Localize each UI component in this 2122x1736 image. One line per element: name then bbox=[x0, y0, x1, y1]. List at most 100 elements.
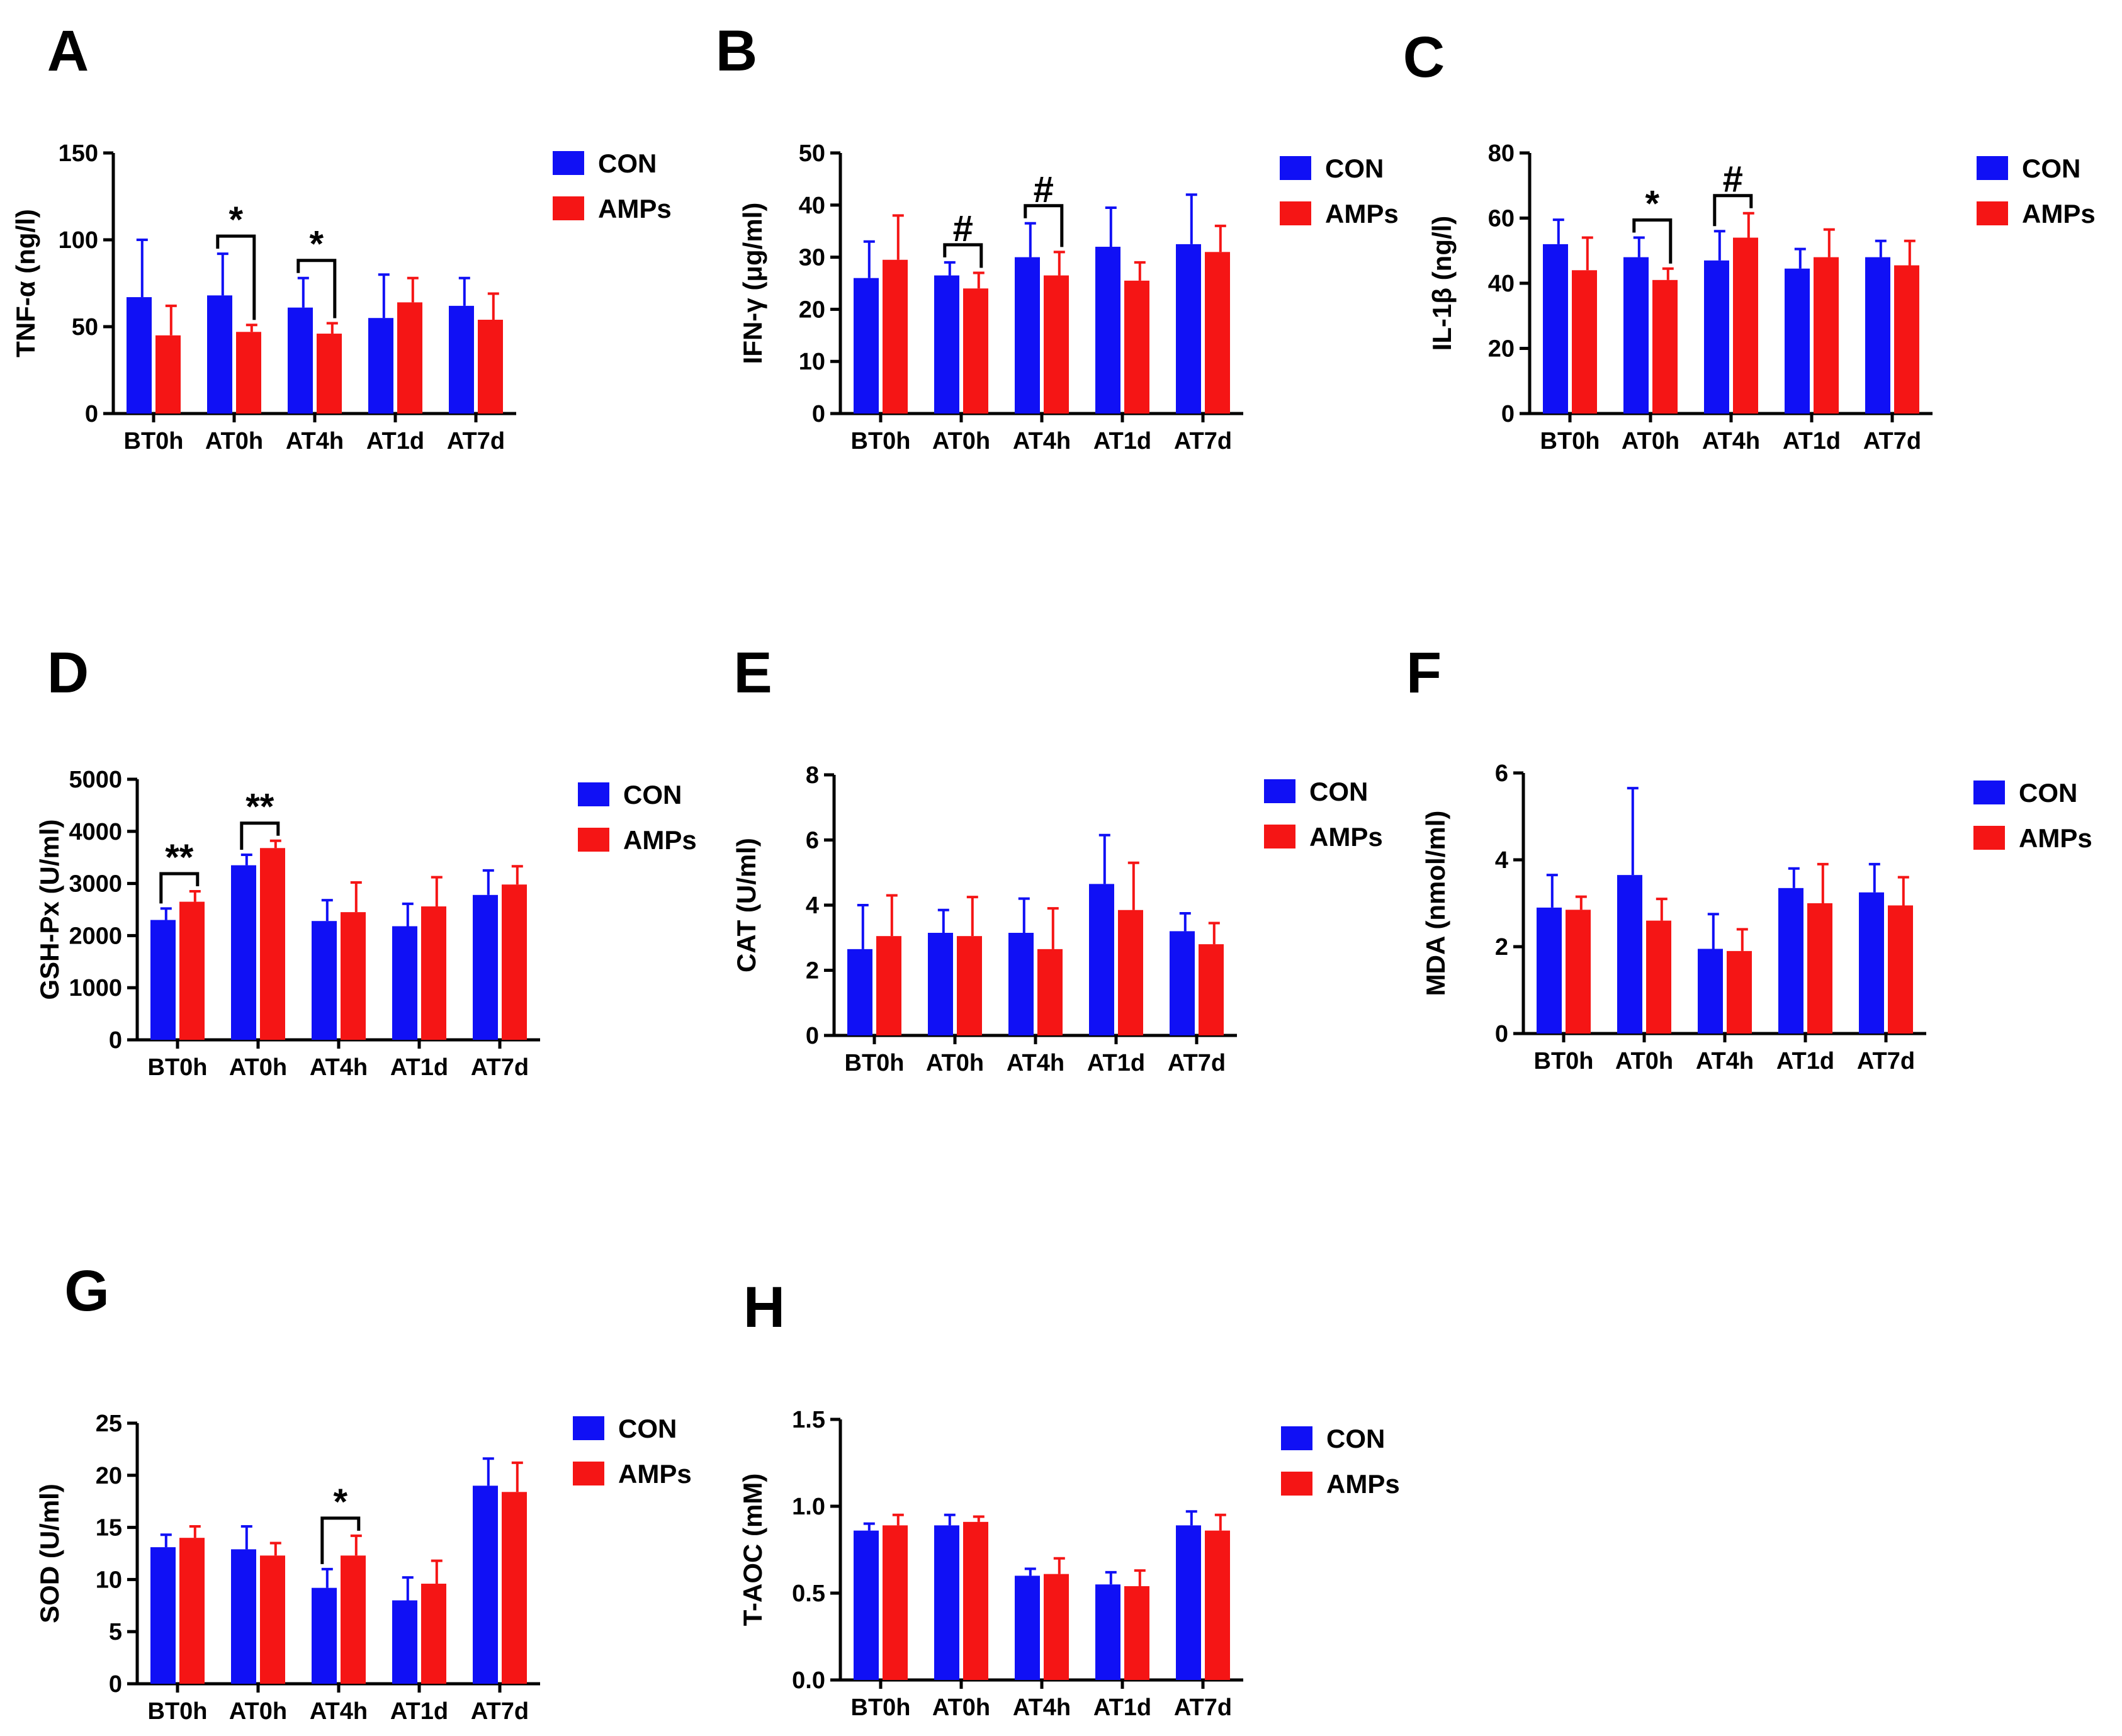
y-tick-label: 4 bbox=[806, 893, 819, 919]
x-tick-label: AT1d bbox=[1087, 1050, 1145, 1076]
legend-swatch-amps bbox=[578, 828, 609, 852]
y-tick-label: 4000 bbox=[69, 819, 122, 845]
legend-label-amps: AMPs bbox=[1325, 199, 1399, 228]
bar-amps bbox=[1646, 920, 1671, 1034]
bar-con bbox=[1865, 257, 1890, 414]
x-tick-label: AT4h bbox=[286, 428, 344, 454]
y-tick-label: 20 bbox=[1488, 336, 1515, 363]
y-tick-label: 0 bbox=[85, 401, 98, 427]
bar-con bbox=[1698, 949, 1723, 1034]
bar-amps bbox=[1652, 279, 1678, 414]
y-axis-label: T-AOC (mM) bbox=[738, 1474, 767, 1626]
bar-con bbox=[1778, 888, 1803, 1034]
panel-B: B 0 10 20 30 40 50 IFN-γ (μg/ml) BT0h AT0h AT4h AT1… bbox=[716, 19, 1399, 454]
bar-amps bbox=[397, 302, 422, 414]
significance-mark: * bbox=[1645, 184, 1660, 225]
bar-amps bbox=[1566, 910, 1591, 1034]
x-tick-label: AT4h bbox=[1702, 428, 1760, 454]
legend-swatch-con bbox=[1281, 1426, 1312, 1450]
bar-amps bbox=[883, 259, 908, 414]
panel-letter: F bbox=[1406, 641, 1442, 705]
legend-swatch-amps bbox=[553, 196, 584, 220]
x-tick-label: AT0h bbox=[1615, 1048, 1673, 1074]
significance-bracket bbox=[1713, 194, 1753, 227]
bar-amps bbox=[1037, 949, 1063, 1035]
bar-con bbox=[1543, 244, 1568, 414]
y-tick-label: 40 bbox=[799, 193, 825, 219]
bar-con bbox=[288, 307, 313, 414]
legend-label-amps: AMPs bbox=[1326, 1469, 1400, 1499]
y-tick-label: 2 bbox=[1495, 934, 1508, 961]
bar-amps bbox=[957, 936, 982, 1035]
legend-swatch-amps bbox=[1264, 825, 1295, 848]
bar-amps bbox=[876, 936, 901, 1035]
significance-mark: # bbox=[953, 208, 973, 249]
legend-label-con: CON bbox=[623, 780, 682, 809]
significance-mark: * bbox=[334, 1482, 348, 1523]
x-tick-label: AT0h bbox=[926, 1050, 984, 1076]
bar-amps bbox=[1814, 257, 1839, 414]
bar-amps bbox=[421, 1584, 446, 1684]
bar-amps bbox=[1205, 252, 1230, 414]
panel-C: C 0 20 40 60 80 IL-1β (ng/l) BT0h AT0h AT4h AT1d AT… bbox=[1403, 25, 2096, 454]
bar-con bbox=[847, 949, 872, 1035]
x-tick-label: BT0h bbox=[1540, 428, 1600, 454]
bar-amps bbox=[155, 335, 181, 414]
y-tick-label: 50 bbox=[799, 140, 825, 167]
bar-con bbox=[1859, 892, 1884, 1034]
bar-con bbox=[150, 1547, 176, 1684]
y-tick-label: 0.0 bbox=[792, 1667, 825, 1694]
panel-letter: H bbox=[743, 1275, 785, 1339]
bar-con bbox=[1095, 1584, 1120, 1680]
x-tick-label: AT7d bbox=[471, 1054, 529, 1081]
y-tick-label: 40 bbox=[1488, 271, 1515, 297]
legend-label-con: CON bbox=[618, 1414, 677, 1443]
legend-swatch-con bbox=[573, 1416, 604, 1440]
legend-label-amps: AMPs bbox=[598, 194, 672, 223]
y-tick-label: 0 bbox=[1501, 401, 1515, 427]
y-tick-label: 4 bbox=[1495, 847, 1508, 874]
bar-con bbox=[854, 278, 879, 414]
bar-con bbox=[1785, 268, 1810, 414]
x-tick-label: AT1d bbox=[1093, 1694, 1151, 1721]
x-tick-label: AT7d bbox=[1863, 428, 1921, 454]
y-tick-label: 6 bbox=[1495, 760, 1508, 787]
bar-con bbox=[392, 1600, 417, 1684]
y-tick-label: 10 bbox=[799, 349, 825, 375]
legend-label-con: CON bbox=[2019, 778, 2077, 808]
x-tick-label: AT4h bbox=[1013, 428, 1071, 454]
bar-amps bbox=[1124, 1586, 1149, 1680]
legend-swatch-con bbox=[1280, 156, 1311, 180]
legend-label-con: CON bbox=[1326, 1424, 1385, 1453]
y-tick-label: 1.5 bbox=[792, 1407, 825, 1433]
x-tick-label: BT0h bbox=[851, 1694, 911, 1721]
y-tick-label: 0 bbox=[806, 1023, 819, 1049]
panel-A: A 0 50 100 150 TNF-α (ng/l) BT0h AT0h AT4h AT1d AT… bbox=[11, 19, 672, 454]
legend-label-amps: AMPs bbox=[2019, 823, 2092, 853]
x-tick-label: AT4h bbox=[1696, 1048, 1754, 1074]
bar-amps bbox=[1733, 237, 1758, 414]
y-axis-label: TNF-α (ng/l) bbox=[11, 209, 40, 358]
significance-bracket bbox=[296, 259, 337, 318]
y-tick-label: 1.0 bbox=[792, 1494, 825, 1520]
panel-letter: B bbox=[716, 19, 757, 83]
bar-con bbox=[127, 297, 152, 414]
y-tick-label: 0 bbox=[109, 1027, 122, 1054]
bar-con bbox=[231, 1549, 256, 1684]
panel-letter: C bbox=[1403, 25, 1445, 89]
y-tick-label: 60 bbox=[1488, 206, 1515, 232]
panel-letter: G bbox=[64, 1259, 110, 1323]
bar-amps bbox=[1727, 950, 1752, 1034]
legend-swatch-con bbox=[578, 782, 609, 806]
bar-con bbox=[312, 1587, 337, 1684]
legend-swatch-con bbox=[1977, 156, 2008, 180]
bar-con bbox=[934, 275, 959, 414]
x-tick-label: AT4h bbox=[310, 1054, 368, 1081]
bar-con bbox=[150, 920, 176, 1040]
x-tick-label: AT7d bbox=[471, 1698, 529, 1725]
x-tick-label: AT1d bbox=[1093, 428, 1151, 454]
y-tick-label: 20 bbox=[799, 296, 825, 323]
bar-amps bbox=[421, 906, 446, 1040]
y-tick-label: 15 bbox=[96, 1515, 122, 1542]
